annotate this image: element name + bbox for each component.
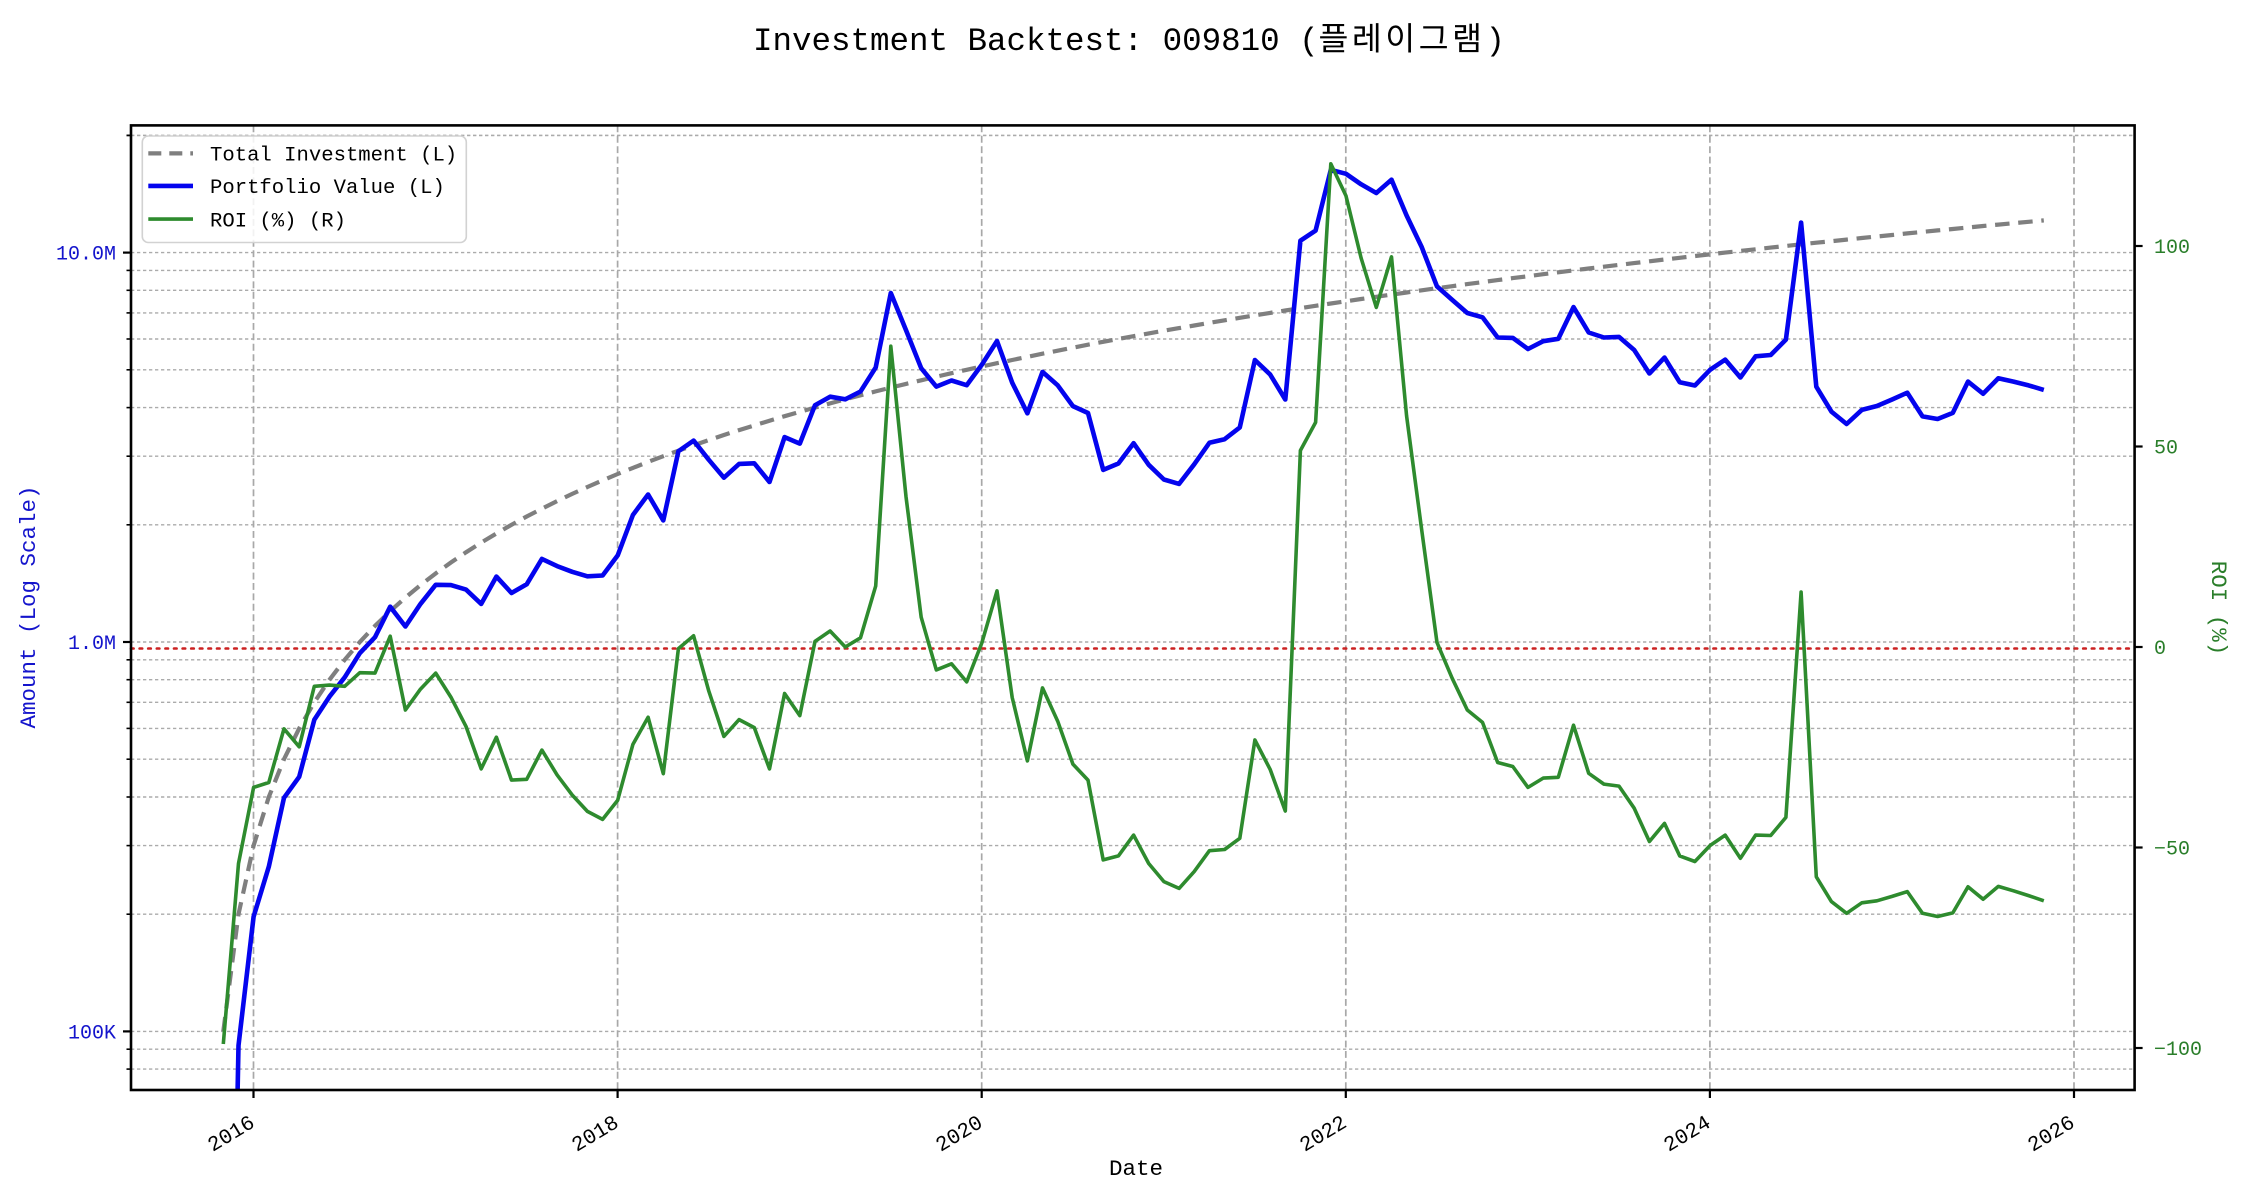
svg-text:1.0M: 1.0M (68, 633, 116, 656)
svg-text:Investment Backtest: 009810 (: Investment Backtest: 009810 ( (753, 23, 1319, 60)
svg-text:ROI (%) (R): ROI (%) (R) (210, 210, 346, 233)
svg-text:−50: −50 (2154, 839, 2190, 862)
svg-text:10.0M: 10.0M (56, 244, 116, 267)
svg-text:50: 50 (2154, 438, 2178, 461)
svg-text:Amount (Log Scale): Amount (Log Scale) (16, 485, 42, 728)
svg-text:): ) (1486, 23, 1506, 60)
svg-text:−100: −100 (2154, 1039, 2202, 1062)
svg-text:ROI (%): ROI (%) (2205, 561, 2231, 656)
svg-text:Portfolio Value (L): Portfolio Value (L) (210, 177, 445, 200)
svg-text:100: 100 (2154, 237, 2190, 260)
svg-text:Total Investment (L): Total Investment (L) (210, 145, 457, 168)
svg-text:Date: Date (1109, 1156, 1163, 1182)
svg-text:0: 0 (2154, 638, 2166, 661)
svg-text:100K: 100K (68, 1022, 116, 1045)
